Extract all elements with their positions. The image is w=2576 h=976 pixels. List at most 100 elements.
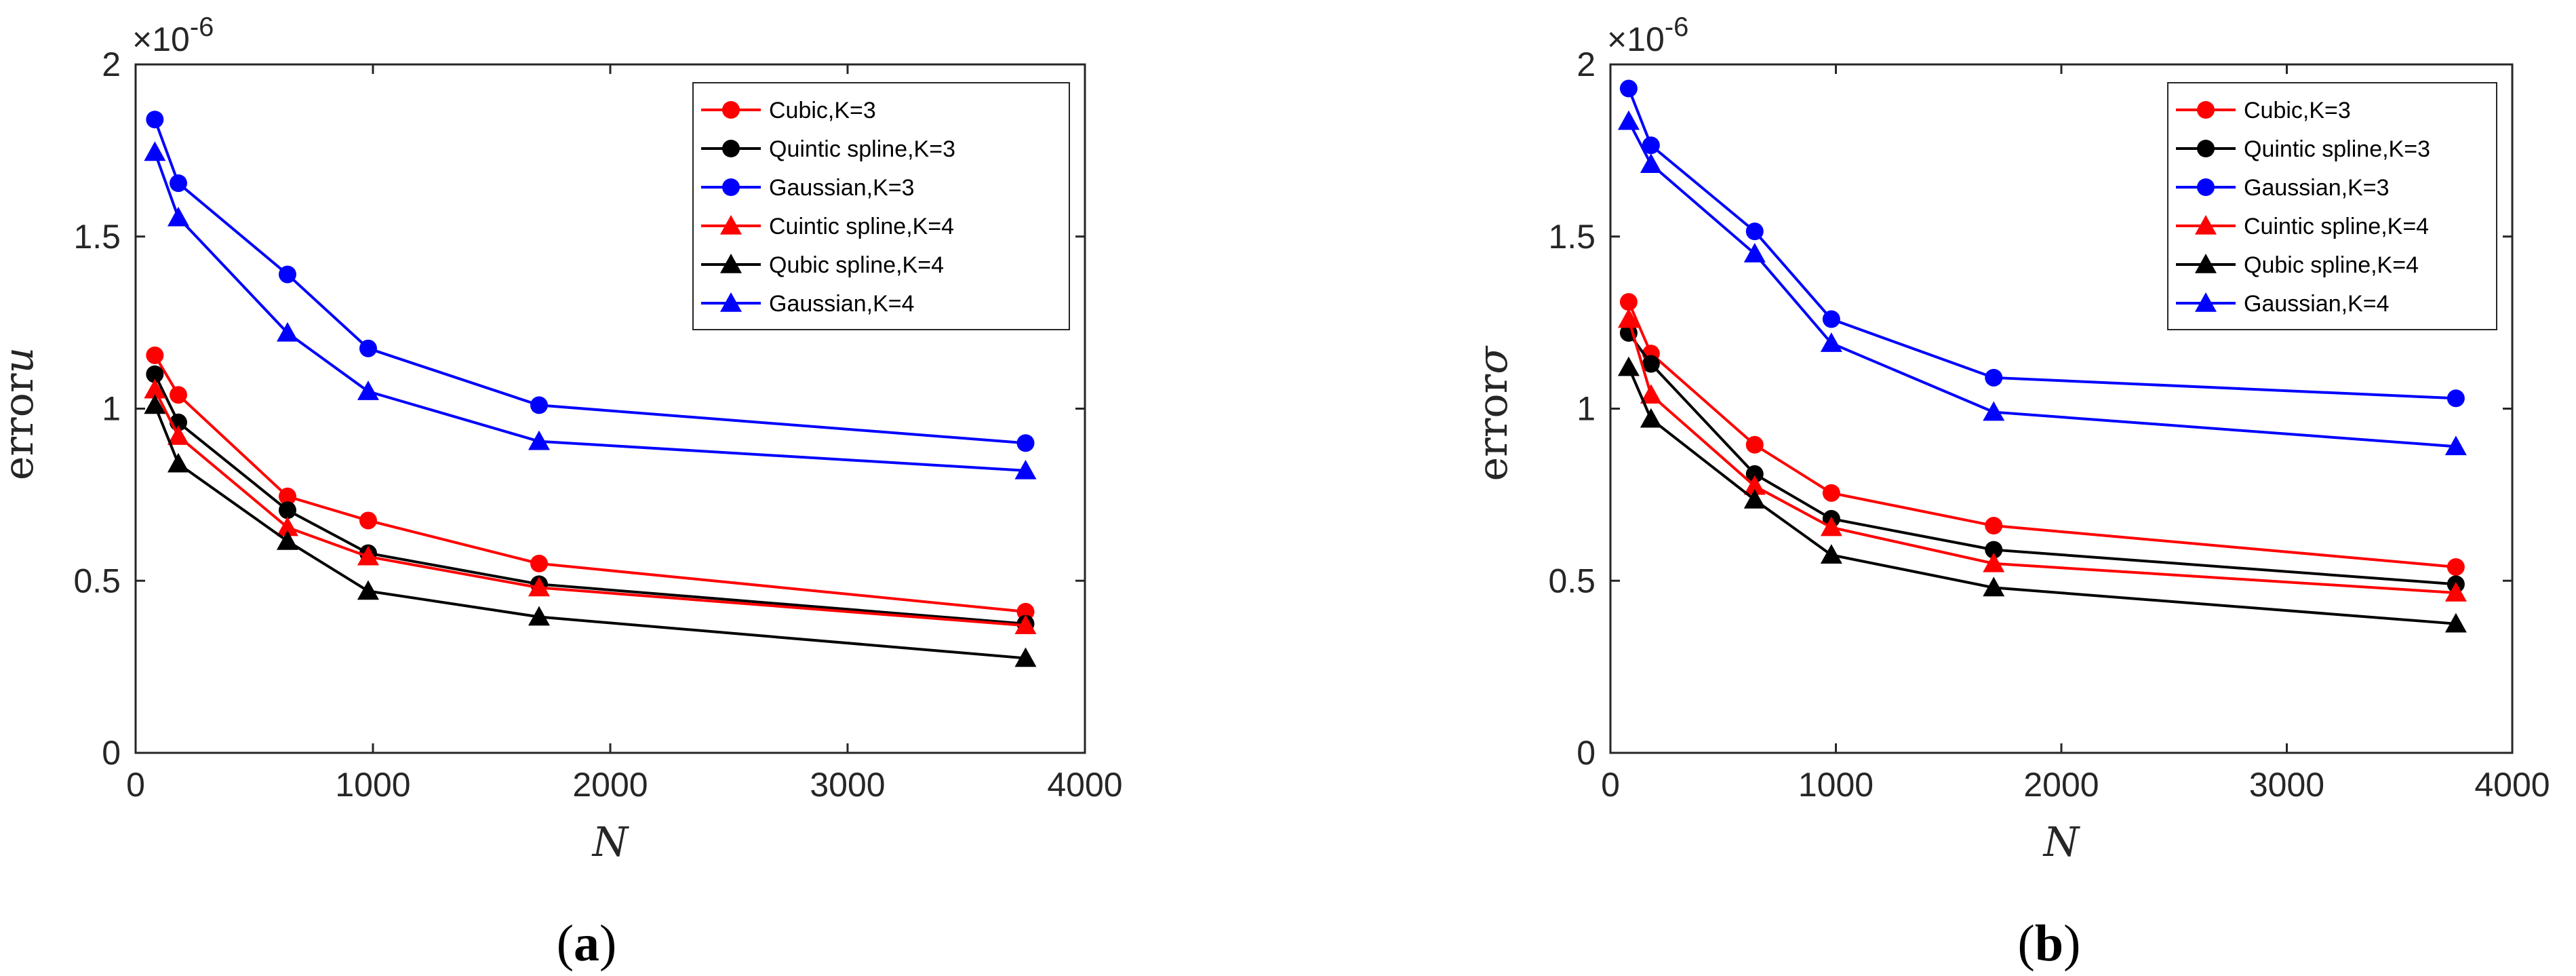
series-layer (144, 111, 1037, 667)
data-point (1820, 332, 1842, 352)
data-point (528, 577, 550, 597)
data-point (279, 487, 296, 505)
data-point (1822, 310, 1840, 328)
data-point (1016, 602, 1035, 621)
data-point (1820, 544, 1842, 564)
series-line-4 (1627, 318, 2457, 595)
y-exponent-label: ×10-6 (1607, 12, 1688, 58)
data-point (1617, 356, 1640, 376)
y-exponent-base: ×10 (1607, 20, 1665, 58)
data-point (1014, 459, 1037, 480)
data-point (1642, 355, 1660, 373)
data-point (1743, 243, 1766, 262)
y-axis: 0 0.5 1 1.5 2 (1548, 45, 2512, 772)
data-point (167, 425, 189, 445)
series-line-6 (153, 151, 1026, 472)
data-point (144, 141, 166, 161)
x-tick-label: 2000 (572, 766, 648, 804)
legend-swatch-marker (2197, 101, 2215, 119)
data-point (2444, 582, 2467, 602)
data-point (1985, 368, 2003, 387)
panel-caption-letter: b (2035, 915, 2063, 972)
data-point (144, 378, 166, 399)
x-tick-label: 0 (126, 766, 145, 804)
y-axis-label-prefix: error (1469, 374, 1517, 481)
data-point (1640, 408, 1662, 428)
data-point (1822, 484, 1840, 502)
chart-panel-a: 0 1000 2000 3000 4000 0 0.5 1 1.5 2 ×10-6 erroru… (0, 12, 1123, 972)
data-point (167, 452, 189, 473)
legend-label: Cubic,K=3 (2244, 98, 2351, 123)
legend-box (692, 82, 1070, 330)
data-point (1642, 136, 1660, 155)
x-axis: 0 1000 2000 3000 4000 (1601, 64, 2550, 804)
legend: Cubic,K=3 Quintic spline,K=3 Gaussian,K=3 C… (692, 82, 1070, 330)
panel-caption-letter: a (574, 915, 599, 972)
data-point (1985, 541, 2003, 559)
data-point (1014, 647, 1037, 667)
series-line-5 (153, 404, 1026, 660)
legend-label: Gaussian,K=4 (2244, 291, 2390, 317)
data-point (1745, 222, 1764, 241)
data-point (1617, 308, 1640, 328)
legend-swatch-marker (720, 215, 742, 235)
data-point (2444, 612, 2467, 633)
x-tick-label: 4000 (1047, 766, 1122, 804)
legend: Cubic,K=3 Quintic spline,K=3 Gaussian,K=3 C… (2167, 82, 2497, 330)
legend-swatch-marker (2195, 254, 2217, 273)
data-point (1983, 577, 2005, 597)
data-point (170, 174, 187, 193)
data-point (530, 396, 548, 414)
series-line-5 (1627, 366, 2457, 625)
x-tick-label: 1000 (335, 766, 410, 804)
legend-swatch-marker (2195, 215, 2217, 235)
data-point (279, 501, 296, 520)
data-point (1743, 475, 1766, 495)
data-point (359, 339, 377, 357)
legend-label: Cubic,K=3 (769, 98, 876, 123)
data-point (1619, 293, 1638, 311)
y-tick-label: 1 (102, 390, 121, 428)
y-tick-label: 0 (1577, 734, 1596, 772)
legend-swatch-marker (2197, 140, 2215, 157)
data-point (357, 380, 379, 400)
data-point (1743, 488, 1766, 509)
y-axis-label-var: u (0, 347, 43, 374)
legend-swatch-marker (2195, 292, 2217, 312)
panel-caption: (a) (557, 915, 617, 972)
y-axis-label: erroru (0, 347, 43, 480)
data-point (357, 545, 379, 566)
legend-swatch-marker (720, 292, 742, 312)
y-exponent-power: -6 (1665, 12, 1689, 42)
x-tick-label: 2000 (2023, 766, 2099, 804)
data-point (2444, 435, 2467, 456)
data-point (146, 346, 164, 364)
data-point (2446, 389, 2465, 408)
data-point (1619, 79, 1638, 98)
data-point (528, 606, 550, 626)
y-axis-label-prefix: error (0, 373, 43, 480)
legend-label: Gaussian,K=3 (2244, 175, 2390, 201)
x-tick-label: 1000 (1798, 766, 1874, 804)
legend-label: Quintic spline,K=3 (769, 136, 955, 162)
panel-caption: (b) (2018, 915, 2081, 972)
data-point (1983, 401, 2005, 421)
x-tick-label: 3000 (810, 766, 885, 804)
series-line-3 (153, 119, 1026, 445)
y-tick-label: 0.5 (1548, 562, 1596, 600)
chart-panel-b: 0 1000 2000 3000 4000 0 0.5 1 1.5 2 ×10-6 errorσ… (1469, 12, 2550, 972)
data-point (1016, 434, 1035, 452)
y-axis-label-var: σ (1469, 345, 1517, 374)
data-point (357, 580, 379, 600)
legend-label: Qubic spline,K=4 (769, 252, 944, 278)
data-point (146, 365, 164, 383)
y-exponent-base: ×10 (132, 20, 190, 58)
data-point (277, 516, 298, 536)
y-tick-label: 0 (102, 734, 121, 772)
data-point (167, 206, 189, 227)
data-point (359, 511, 377, 530)
data-point (530, 554, 548, 572)
legend-box (2167, 82, 2497, 330)
series-layer (1617, 79, 2467, 633)
